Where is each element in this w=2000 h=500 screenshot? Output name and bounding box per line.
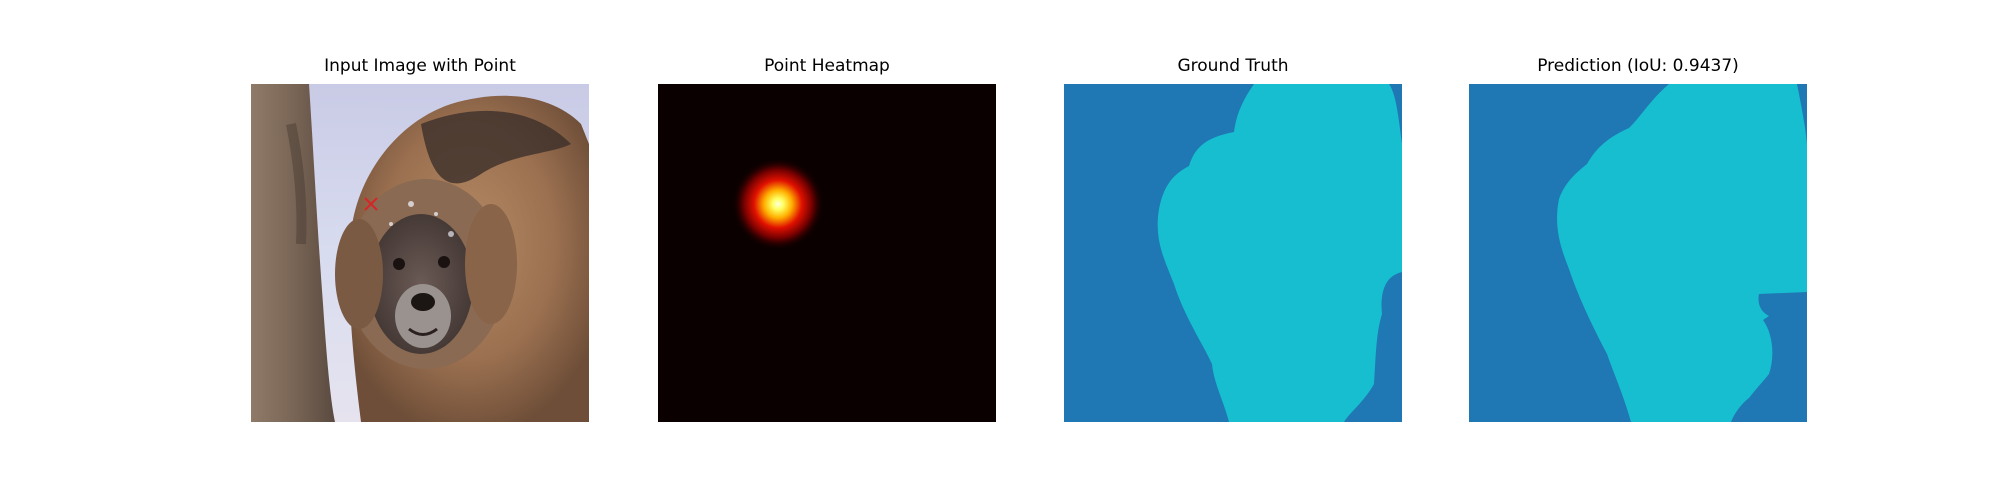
prediction-mask (1469, 84, 1807, 422)
ground-truth-panel (1064, 84, 1402, 422)
ground-truth-mask (1064, 84, 1402, 422)
dog-photo (251, 84, 589, 422)
heatmap-image (658, 84, 996, 422)
heatmap-peak (732, 158, 824, 250)
point-marker (364, 197, 378, 211)
panel-title-prediction: Prediction (IoU: 0.9437) (1537, 56, 1739, 76)
panel-title-heatmap: Point Heatmap (764, 56, 890, 76)
prediction-panel (1469, 84, 1807, 422)
heatmap-panel (658, 84, 996, 422)
input-image-panel (251, 84, 589, 422)
panel-title-input: Input Image with Point (324, 56, 516, 76)
panel-title-ground-truth: Ground Truth (1177, 56, 1289, 76)
